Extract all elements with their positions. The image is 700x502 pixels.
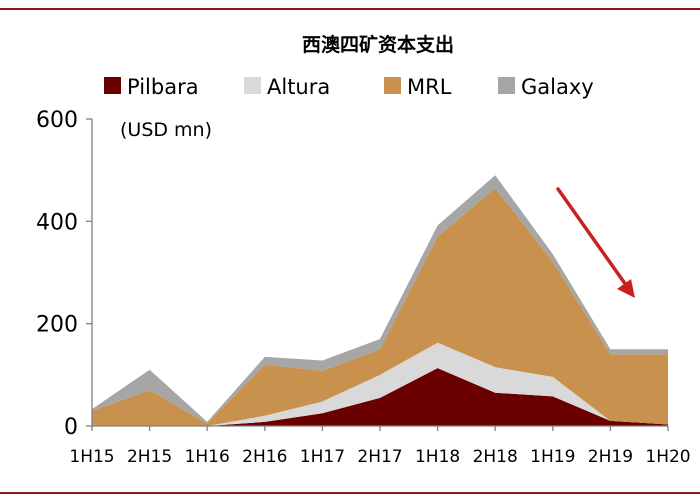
legend-label: Pilbara bbox=[127, 75, 199, 99]
x-tick-label: 2H18 bbox=[473, 447, 518, 467]
y-tick-label: 400 bbox=[36, 210, 78, 235]
y-tick-label: 200 bbox=[36, 313, 78, 338]
legend-swatch bbox=[244, 77, 261, 94]
series-area-altura bbox=[92, 342, 668, 426]
unit-label: (USD mn) bbox=[120, 119, 212, 141]
x-tick-label: 1H15 bbox=[69, 447, 114, 467]
arrow-shaft bbox=[556, 187, 628, 287]
bottom-rule bbox=[0, 492, 700, 494]
legend-label: Galaxy bbox=[521, 75, 594, 99]
axes: 0 200 400 600 1H15 2H15 1H16 2H16 1H17 2H17 1H18 2H… bbox=[36, 108, 691, 467]
legend-swatch bbox=[498, 77, 515, 94]
x-tick-label: 1H16 bbox=[185, 447, 230, 467]
y-tick-label: 0 bbox=[64, 415, 78, 440]
legend-item-mrl: MRL bbox=[384, 75, 452, 99]
x-tick-label: 1H19 bbox=[530, 447, 575, 467]
top-rule bbox=[0, 8, 700, 10]
x-tick-label: 2H15 bbox=[127, 447, 172, 467]
legend-label: MRL bbox=[407, 75, 452, 99]
series-area-mrl bbox=[92, 188, 668, 426]
legend-swatch bbox=[104, 77, 121, 94]
x-tick-label: 1H20 bbox=[645, 447, 690, 467]
legend-item-galaxy: Galaxy bbox=[498, 75, 594, 99]
legend: Pilbara Altura MRL Galaxy bbox=[104, 75, 594, 99]
legend-swatch bbox=[384, 77, 401, 94]
x-tick-label: 2H19 bbox=[588, 447, 633, 467]
x-tick-label: 1H17 bbox=[300, 447, 345, 467]
chart-title: 西澳四矿资本支出 bbox=[302, 33, 454, 56]
series-area-pilbara bbox=[92, 368, 668, 426]
arrow-head bbox=[617, 279, 635, 298]
legend-item-altura: Altura bbox=[244, 75, 330, 99]
trend-arrow bbox=[556, 187, 635, 298]
y-tick-label: 600 bbox=[36, 108, 78, 133]
x-tick-label: 1H18 bbox=[415, 447, 460, 467]
x-tick-label: 2H16 bbox=[242, 447, 287, 467]
series-areas bbox=[92, 175, 668, 426]
legend-label: Altura bbox=[267, 75, 330, 99]
x-tick-label: 2H17 bbox=[357, 447, 402, 467]
legend-item-pilbara: Pilbara bbox=[104, 75, 199, 99]
